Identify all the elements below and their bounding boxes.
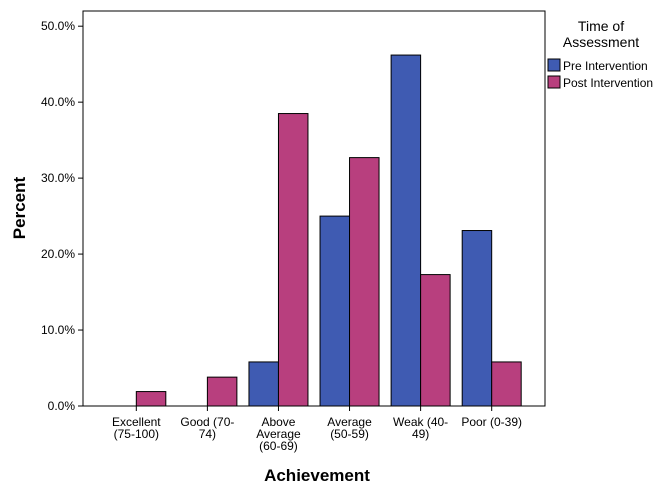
legend-label-pre: Pre Intervention [563,59,648,73]
legend-swatch-pre [547,58,561,72]
legend-title-line-2: Assessment [563,34,639,50]
y-tick-label: 30.0% [41,171,75,185]
bar-post-0 [135,391,167,407]
x-tick-label: Weak (40-49) [393,415,448,441]
x-tick-label: Poor (0-39) [461,415,522,429]
y-tick-label: 10.0% [41,323,75,337]
x-tick-label: Excellent (75-100) [112,415,161,441]
legend-label-post: Post Intervention [563,76,653,90]
bar-pre-5 [461,230,493,407]
x-axis-title: Achievement [264,466,370,485]
y-axis: 0.0% 10.0% 20.0% 30.0% 40.0% 50.0% [41,19,83,413]
y-tick-label: 50.0% [41,19,75,33]
bars [106,54,522,407]
y-tick-label: 0.0% [48,399,76,413]
y-tick-label: 40.0% [41,95,75,109]
legend-title-line-1: Time of [578,18,624,34]
bar-pre-3 [319,215,351,407]
x-tick-label: Average (50-59) [327,415,372,441]
x-tick-label: Above Average (60-69) [256,415,301,453]
bar-post-4 [420,274,451,407]
bar-post-5 [491,361,522,407]
x-axis: Excellent (75-100) Good (70-74) Above Averag… [112,406,522,453]
bar-post-1 [206,376,238,407]
legend: Time of Assessment Pre Intervention Post … [547,18,653,90]
bar-pre-2 [248,361,279,407]
x-tick-label: Good (70-74) [180,415,234,441]
bar-pre-4 [390,54,422,407]
y-axis-title: Percent [10,176,29,239]
y-tick-label: 20.0% [41,247,75,261]
legend-swatch-post [547,75,561,89]
bar-post-3 [349,157,380,407]
bar-post-2 [277,113,309,407]
